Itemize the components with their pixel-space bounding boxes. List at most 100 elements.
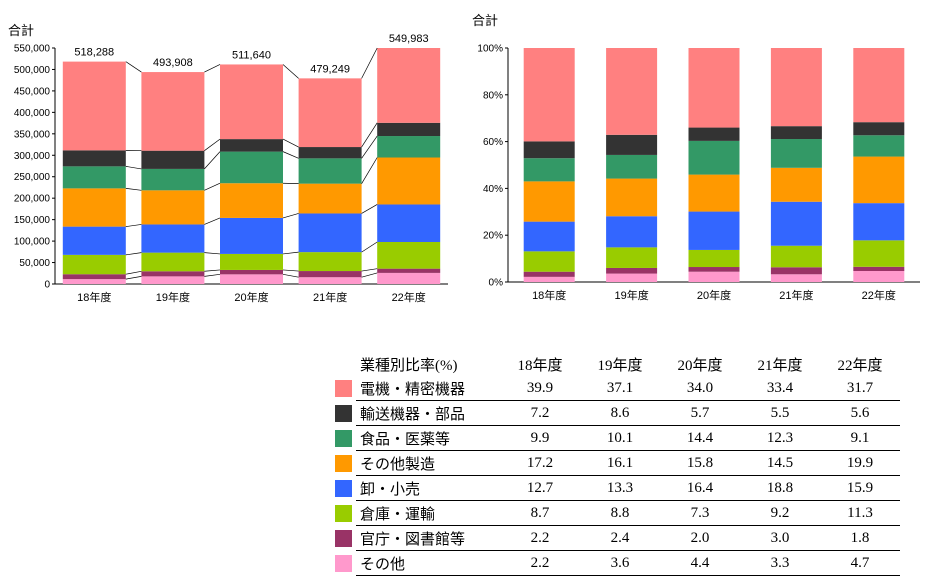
bar-segment: [62, 226, 126, 255]
y-tick-label: 0: [44, 280, 50, 291]
total-data-label: 511,640: [232, 49, 271, 61]
series-connector-line: [204, 217, 221, 225]
table-row: その他製造 17.2 16.1 15.8 14.5 19.9: [334, 450, 900, 476]
bar-segment: [220, 139, 283, 152]
table-cell: 1.8: [820, 525, 900, 551]
bar-segment: [377, 157, 441, 205]
x-category-label: 18年度: [532, 288, 566, 302]
bar-segment: [523, 141, 575, 159]
series-connector-line: [361, 122, 378, 148]
x-category-label: 22年度: [862, 288, 896, 302]
series-connector-line: [361, 157, 378, 184]
bar-segment: [298, 183, 362, 214]
y-tick-label: 100,000: [14, 237, 51, 248]
y-tick-label: 150,000: [14, 215, 51, 226]
table-row-label: その他製造: [356, 450, 500, 476]
bar-segment: [377, 48, 441, 123]
table-cell: 39.9: [500, 376, 580, 401]
table-cell: 14.5: [740, 450, 820, 476]
bar-segment: [298, 147, 362, 159]
legend-swatch: [335, 429, 352, 447]
total-data-label: 549,983: [389, 33, 429, 45]
series-connector-line: [361, 47, 378, 79]
series-connector-line: [361, 268, 378, 272]
bar-segment: [688, 249, 740, 268]
bar-segment: [770, 139, 822, 168]
table-header-row: 業種別比率(%) 18年度 19年度 20年度 21年度 22年度: [334, 352, 900, 376]
table-cell: 31.7: [820, 376, 900, 401]
legend-swatch: [335, 379, 352, 397]
bar-segment: [688, 271, 740, 282]
ratio-table: 業種別比率(%) 18年度 19年度 20年度 21年度 22年度 電機・精密機…: [334, 352, 900, 576]
series-connector-line: [125, 188, 142, 191]
table-cell: 4.4: [660, 550, 740, 576]
table-cell: 2.2: [500, 550, 580, 576]
legend-swatch: [335, 554, 352, 572]
legend-swatch: [335, 479, 352, 497]
bar-segment: [770, 245, 822, 268]
bar-segment: [141, 276, 205, 284]
table-cell: 4.7: [820, 550, 900, 576]
bar-segment: [62, 254, 126, 275]
y-tick-label: 450,000: [14, 86, 51, 97]
bar-segment: [220, 151, 283, 184]
y-tick-label: 250,000: [14, 172, 51, 183]
table-row-label: 食品・医薬等: [356, 425, 500, 451]
bar-segment: [853, 156, 905, 204]
y-tick-label: 50,000: [19, 258, 50, 269]
table-col-header: 19年度: [597, 357, 643, 374]
bar-segment: [141, 190, 205, 225]
table-cell: 8.7: [500, 500, 580, 526]
series-connector-line: [204, 64, 221, 73]
table-row-label: 官庁・図書館等: [356, 525, 500, 551]
table-cell: 2.0: [660, 525, 740, 551]
table-col-header: 18年度: [517, 357, 563, 374]
legend-swatch: [335, 504, 352, 522]
table-row: 輸送機器・部品 7.2 8.6 5.7 5.5 5.6: [334, 400, 900, 426]
series-connector-line: [125, 270, 142, 275]
bar-segment: [220, 217, 283, 254]
absolute-stacked-bar-chart: 合計 0 50,000 100,000 150,000 200,000 250,000 30…: [8, 23, 448, 304]
series-connector-line: [125, 276, 142, 280]
table-cell: 7.2: [500, 400, 580, 426]
bar-segment: [62, 61, 126, 151]
bar-segment: [688, 174, 740, 212]
table-col-header: 22年度: [837, 357, 883, 374]
x-category-label: 20年度: [234, 290, 268, 304]
legend-swatch: [335, 454, 352, 472]
bar-segment: [606, 134, 658, 155]
table-header-label: 業種別比率(%): [360, 357, 458, 374]
bar-segment: [141, 252, 205, 272]
table-row-label: その他: [356, 550, 500, 576]
bar-segment: [377, 268, 441, 273]
bar-segment: [141, 271, 205, 277]
percent-stacked-bar-chart: 合計 0% 20% 40% 60% 80% 100% 18年度 19年度 20年度 21年度 22年…: [472, 13, 920, 302]
table-row: 倉庫・運輸 8.7 8.8 7.3 9.2 11.3: [334, 500, 900, 526]
bar-segment: [523, 276, 575, 282]
left-chart-title: 合計: [8, 23, 34, 38]
bar-segment: [606, 273, 658, 282]
series-connector-line: [204, 252, 221, 255]
bar-segment: [770, 126, 822, 140]
bar-segment: [298, 78, 362, 148]
bar-segment: [377, 136, 441, 158]
series-connector-line: [282, 273, 299, 278]
table-cell: 3.3: [740, 550, 820, 576]
table-cell: 13.3: [580, 475, 660, 501]
x-category-label: 19年度: [156, 290, 190, 304]
bar-segment: [62, 274, 126, 280]
table-row: 官庁・図書館等 2.2 2.4 2.0 3.0 1.8: [334, 525, 900, 551]
series-connector-line: [204, 182, 221, 191]
bar-segment: [853, 266, 905, 272]
bar-segment: [688, 140, 740, 175]
table-cell: 18.8: [740, 475, 820, 501]
bar-segment: [220, 64, 283, 140]
table-cell: 15.8: [660, 450, 740, 476]
bar-segment: [606, 216, 658, 248]
series-connector-line: [282, 213, 299, 219]
bar-segment: [377, 272, 441, 284]
right-chart-title: 合計: [472, 13, 498, 28]
table-cell: 12.3: [740, 425, 820, 451]
table-cell: 5.6: [820, 400, 900, 426]
